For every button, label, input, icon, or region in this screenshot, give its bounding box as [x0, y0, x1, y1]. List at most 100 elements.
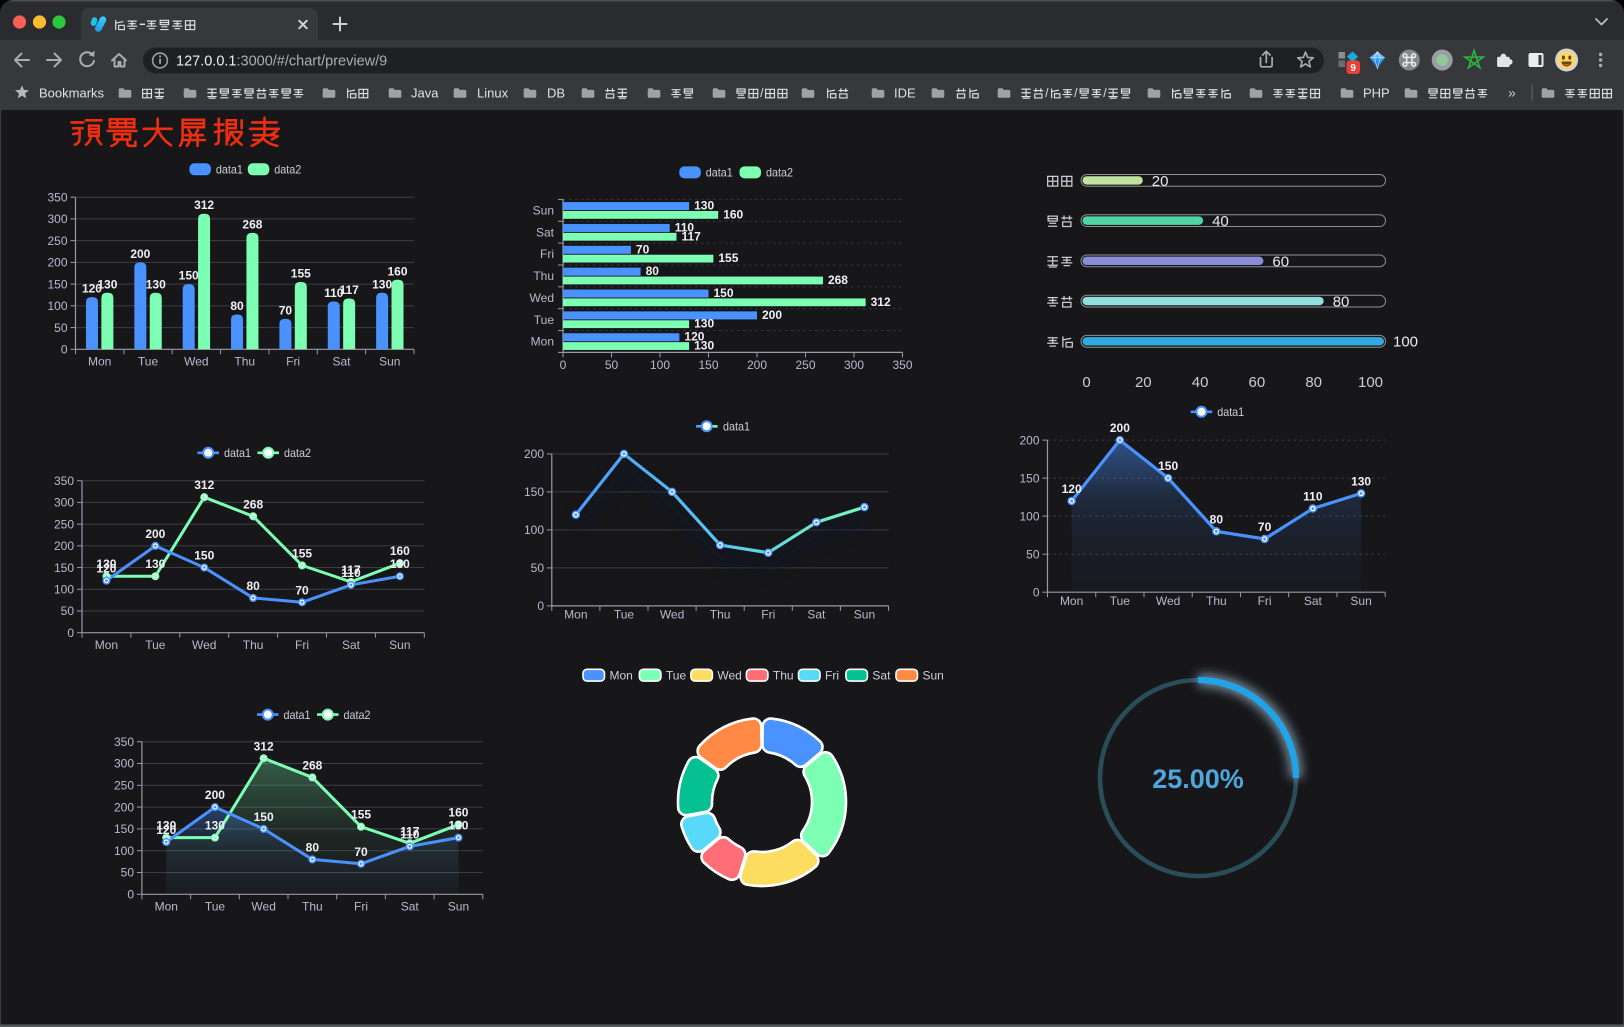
svg-text:120: 120: [156, 823, 176, 837]
svg-text:350: 350: [114, 735, 134, 749]
svg-text:268: 268: [243, 497, 263, 511]
svg-text:100: 100: [524, 523, 544, 537]
svg-text:data1: data1: [723, 420, 750, 434]
svg-text:117: 117: [400, 824, 420, 838]
svg-text:130: 130: [156, 819, 176, 833]
svg-text:DB: DB: [547, 85, 565, 100]
svg-text:Wed: Wed: [660, 608, 684, 622]
svg-text:0: 0: [61, 343, 68, 357]
svg-text:160: 160: [723, 207, 743, 221]
svg-text:50: 50: [54, 321, 68, 335]
svg-text:Tue: Tue: [614, 608, 635, 622]
svg-text:130: 130: [1351, 474, 1371, 488]
svg-text:Fri: Fri: [761, 608, 775, 622]
svg-text:268: 268: [828, 273, 848, 287]
svg-text:155: 155: [718, 251, 738, 265]
svg-text:Sun: Sun: [923, 669, 944, 683]
svg-text:120: 120: [1062, 482, 1082, 496]
svg-text:100: 100: [54, 582, 74, 596]
svg-text:Bookmarks: Bookmarks: [39, 85, 105, 100]
svg-text:data2: data2: [766, 166, 793, 180]
svg-text:100: 100: [114, 844, 134, 858]
svg-text:Sun: Sun: [379, 355, 400, 369]
svg-text:Sat: Sat: [332, 355, 351, 369]
svg-text:268: 268: [242, 217, 262, 231]
svg-text:160: 160: [448, 806, 468, 820]
svg-text:Sun: Sun: [1350, 594, 1371, 608]
svg-text:9: 9: [1350, 63, 1356, 74]
svg-text:130: 130: [390, 557, 410, 571]
svg-text:0: 0: [1033, 585, 1040, 599]
svg-text:200: 200: [205, 788, 225, 802]
svg-text:100: 100: [1393, 334, 1418, 351]
svg-text:data2: data2: [274, 163, 301, 177]
svg-text:Mon: Mon: [95, 638, 118, 652]
svg-text:300: 300: [47, 212, 67, 226]
svg-text:0: 0: [537, 599, 544, 613]
svg-text:/: /: [1045, 86, 1049, 100]
svg-text:/: /: [1074, 86, 1078, 100]
svg-text:60: 60: [1272, 253, 1289, 270]
svg-text:Fri: Fri: [1258, 594, 1272, 608]
svg-text:150: 150: [114, 822, 134, 836]
svg-text:Thu: Thu: [302, 900, 323, 914]
svg-text:312: 312: [194, 478, 214, 492]
svg-text:155: 155: [351, 808, 371, 822]
svg-text:80: 80: [1305, 374, 1322, 391]
svg-text:200: 200: [130, 247, 150, 261]
svg-text:350: 350: [54, 474, 74, 488]
svg-text:20: 20: [1152, 173, 1169, 190]
svg-text:/: /: [760, 86, 764, 100]
svg-text:25.00%: 25.00%: [1152, 764, 1244, 794]
svg-text:250: 250: [54, 517, 74, 531]
svg-text:312: 312: [871, 295, 891, 309]
svg-text:Mon: Mon: [1060, 594, 1083, 608]
svg-text:300: 300: [54, 496, 74, 510]
svg-text:Mon: Mon: [610, 669, 633, 683]
svg-text:data2: data2: [344, 708, 371, 722]
svg-text:40: 40: [1192, 374, 1209, 391]
svg-text:data1: data1: [1217, 405, 1244, 419]
svg-text:200: 200: [1110, 421, 1130, 435]
svg-text:0: 0: [127, 888, 134, 902]
svg-text:300: 300: [114, 757, 134, 771]
svg-text:130: 130: [205, 819, 225, 833]
svg-text:Sun: Sun: [854, 608, 875, 622]
svg-text:70: 70: [636, 242, 650, 256]
svg-text:Java: Java: [411, 85, 439, 100]
svg-text:130: 130: [448, 819, 468, 833]
svg-text:117: 117: [681, 229, 701, 243]
svg-text:PHP: PHP: [1363, 85, 1390, 100]
svg-text:Tue: Tue: [138, 355, 159, 369]
svg-text:150: 150: [254, 810, 274, 824]
svg-text:250: 250: [114, 779, 134, 793]
svg-text:Tue: Tue: [1110, 594, 1131, 608]
svg-text:Sun: Sun: [533, 204, 554, 218]
svg-text:Linux: Linux: [477, 85, 509, 100]
svg-text:120: 120: [684, 330, 704, 344]
svg-text:Tue: Tue: [534, 313, 555, 327]
svg-text:150: 150: [1158, 459, 1178, 473]
svg-text:110: 110: [1303, 490, 1323, 504]
svg-text:200: 200: [114, 800, 134, 814]
svg-text:Fri: Fri: [354, 900, 368, 914]
svg-text:70: 70: [354, 845, 368, 859]
svg-text:110: 110: [675, 220, 695, 234]
svg-text:0: 0: [560, 358, 567, 372]
svg-text:100: 100: [1358, 374, 1383, 391]
svg-text:Thu: Thu: [234, 355, 255, 369]
svg-text:130: 130: [97, 277, 117, 291]
svg-text:200: 200: [747, 358, 767, 372]
svg-text:Fri: Fri: [286, 355, 300, 369]
svg-text:70: 70: [1258, 520, 1272, 534]
svg-text:160: 160: [390, 544, 410, 558]
svg-text:350: 350: [892, 358, 912, 372]
svg-text:150: 150: [54, 561, 74, 575]
svg-text:50: 50: [1026, 547, 1040, 561]
svg-text:130: 130: [694, 317, 714, 331]
svg-text:80: 80: [246, 579, 260, 593]
svg-text:Thu: Thu: [710, 608, 731, 622]
svg-text:312: 312: [254, 739, 274, 753]
svg-text:150: 150: [194, 549, 214, 563]
svg-text:117: 117: [341, 563, 361, 577]
